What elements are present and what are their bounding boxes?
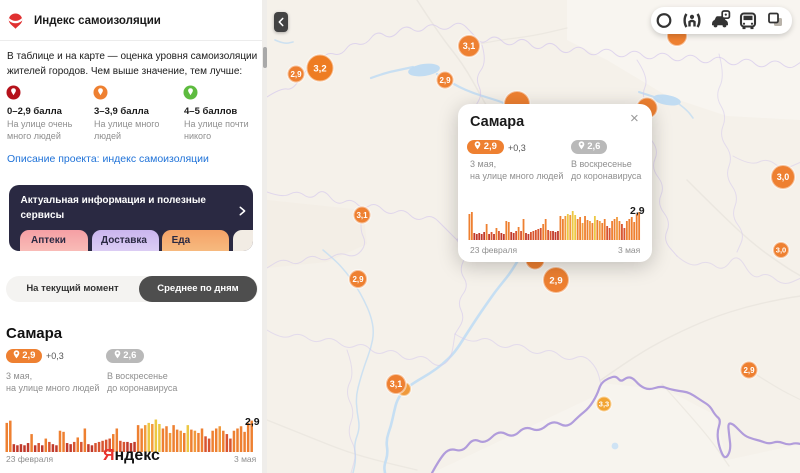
svg-text:3,1: 3,1 xyxy=(356,211,368,220)
svg-text:3,1: 3,1 xyxy=(390,379,403,389)
svg-text:2,9: 2,9 xyxy=(290,70,302,79)
svg-text:2,9: 2,9 xyxy=(439,76,451,85)
svg-text:2,9: 2,9 xyxy=(743,366,755,375)
svg-text:3,2: 3,2 xyxy=(313,63,326,74)
svg-text:3,1: 3,1 xyxy=(463,41,476,51)
svg-text:3,0: 3,0 xyxy=(777,172,790,182)
svg-text:3,0: 3,0 xyxy=(776,246,786,255)
svg-text:2,9: 2,9 xyxy=(549,275,562,286)
svg-text:2,9: 2,9 xyxy=(352,275,364,284)
svg-text:3,3: 3,3 xyxy=(599,400,609,409)
